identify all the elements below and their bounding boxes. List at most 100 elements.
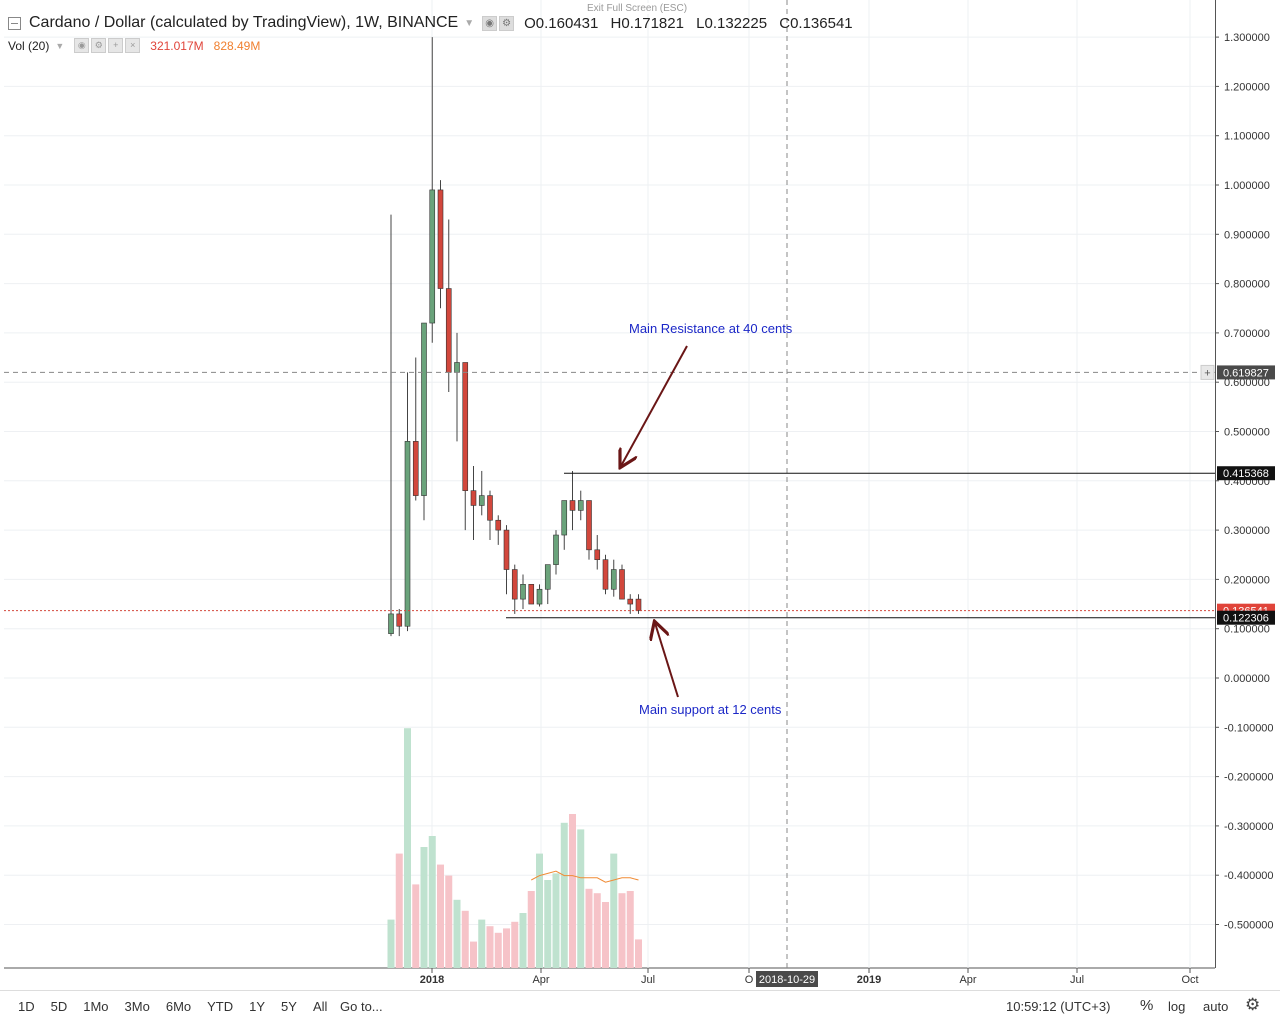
volume-bar xyxy=(478,919,486,968)
time-tick-label: Apr xyxy=(532,974,549,986)
time-tick-label: 2018 xyxy=(420,974,444,986)
volume-bar xyxy=(461,910,469,968)
volume-label[interactable]: Vol (20) xyxy=(8,38,50,53)
price-tick-label: 1.200000 xyxy=(1224,81,1270,93)
volume-bar xyxy=(437,864,444,968)
open-value: 0.160431 xyxy=(535,14,599,32)
clock[interactable]: 10:59:12 (UTC+3) xyxy=(1006,999,1111,1014)
candle-body xyxy=(553,534,559,565)
volume-bar xyxy=(404,728,411,968)
volume-bar xyxy=(536,853,543,968)
volume-ma-value: 828.49M xyxy=(213,38,261,53)
volume-bar xyxy=(412,884,420,968)
volume-bar xyxy=(395,853,403,968)
volume-bar xyxy=(626,891,634,968)
candle-body xyxy=(627,598,634,605)
collapse-icon[interactable] xyxy=(8,16,21,30)
time-axis[interactable]: 2018 Apr Jul O 2019 Apr Jul Oct 2018-10-29 xyxy=(420,968,1199,987)
time-tick-label: 2019 xyxy=(857,974,881,986)
price-tick-label: 0.800000 xyxy=(1224,279,1270,291)
timeframe-5y[interactable]: 5Y xyxy=(281,999,297,1014)
low-value: 0.132225 xyxy=(704,14,768,32)
candle-body xyxy=(520,584,526,600)
chevron-down-icon[interactable]: ▼ xyxy=(464,17,475,29)
price-tick-label: 0.100000 xyxy=(1224,624,1270,636)
candle-body xyxy=(536,588,543,605)
price-tick-label: -0.400000 xyxy=(1224,870,1274,882)
time-tick-label: Apr xyxy=(959,974,976,986)
timeframe-6mo[interactable]: 6Mo xyxy=(165,999,192,1014)
candle-body xyxy=(544,564,551,590)
timeframe-5d[interactable]: 5D xyxy=(50,999,68,1014)
plus-icon[interactable]: + xyxy=(108,38,124,53)
price-tick-label: 0.900000 xyxy=(1224,229,1270,241)
chevron-down-icon[interactable]: ▼ xyxy=(55,40,65,51)
price-tick-label: 0.000000 xyxy=(1224,673,1270,685)
price-tick-label: 0.700000 xyxy=(1224,328,1270,340)
candle-body xyxy=(619,569,625,600)
goto-button[interactable]: Go to... xyxy=(340,999,383,1014)
close-icon[interactable]: × xyxy=(125,38,141,53)
annotation-resistance[interactable]: Main Resistance at 40 cents xyxy=(629,321,793,336)
crosshair-price-label: 0.619827 xyxy=(1223,367,1269,379)
price-tick-label: -0.100000 xyxy=(1224,722,1274,734)
crosshair-date-label: 2018-10-29 xyxy=(759,974,815,986)
price-tick-label: 1.300000 xyxy=(1224,32,1270,44)
candles xyxy=(388,37,642,637)
volume-bar xyxy=(569,814,576,968)
candle-body xyxy=(445,288,452,373)
volume-bar xyxy=(544,880,552,968)
candle-body xyxy=(511,569,518,600)
candle-body xyxy=(610,569,617,590)
timeframe-ytd[interactable]: YTD xyxy=(207,999,234,1014)
volume-bar xyxy=(387,919,395,968)
volume-bar xyxy=(494,932,502,968)
volume-bar xyxy=(511,921,519,968)
candle-body xyxy=(388,613,394,634)
support-price-label: 0.122306 xyxy=(1223,613,1269,625)
volume-bar xyxy=(618,893,626,968)
gear-icon[interactable]: ⚙ xyxy=(499,15,515,31)
candle-body xyxy=(569,500,576,511)
volume-bar xyxy=(610,853,618,968)
exit-fullscreen-hint[interactable]: Exit Full Screen (ESC) xyxy=(584,3,691,14)
timeframe-1mo[interactable]: 1Mo xyxy=(83,999,109,1014)
price-tick-label: 0.200000 xyxy=(1224,574,1270,586)
resistance-price-label: 0.415368 xyxy=(1223,468,1269,480)
percent-scale-button[interactable]: % xyxy=(1140,997,1154,1014)
close-value: 0.136541 xyxy=(790,14,853,32)
volume-bar xyxy=(552,873,560,968)
support-arrow xyxy=(655,623,679,698)
settings-gear-icon[interactable]: ⚙ xyxy=(1245,995,1261,1014)
timeframe-3mo[interactable]: 3Mo xyxy=(124,999,150,1014)
eye-icon[interactable]: ◉ xyxy=(74,38,90,53)
candle-body xyxy=(503,529,510,570)
volume-bar xyxy=(420,847,428,968)
gear-icon[interactable]: ⚙ xyxy=(91,38,107,53)
timeframe-all[interactable]: All xyxy=(312,999,328,1014)
timeframe-1d[interactable]: 1D xyxy=(18,999,35,1014)
chart-canvas[interactable]: 1.300000 1.200000 1.100000 1.000000 0.900000… xyxy=(0,0,1280,990)
volume-bars xyxy=(387,728,642,968)
chart-title[interactable]: Cardano / Dollar (calculated by TradingV… xyxy=(29,14,459,31)
symbol-header: Cardano / Dollar (calculated by TradingV… xyxy=(8,14,861,32)
price-axis[interactable]: 1.300000 1.200000 1.100000 1.000000 0.900000… xyxy=(1200,32,1275,932)
volume-bar xyxy=(503,928,510,968)
eye-icon[interactable]: ◉ xyxy=(482,15,498,31)
candle-body xyxy=(429,189,436,324)
annotation-support[interactable]: Main support at 12 cents xyxy=(639,702,782,717)
bottom-toolbar: 1D 5D 1Mo 3Mo 6Mo YTD 1Y 5Y All Go to... 10:59:1… xyxy=(0,990,1280,1025)
candle-body xyxy=(487,495,493,521)
timeframe-1y[interactable]: 1Y xyxy=(249,999,266,1014)
candle-body xyxy=(396,613,403,627)
volume-bar xyxy=(602,902,609,968)
volume-legend: Vol (20) ▼ ◉ ⚙ + × 321.017M 828.49M xyxy=(8,38,260,53)
volume-bar xyxy=(560,822,568,968)
log-scale-button[interactable]: log xyxy=(1168,999,1186,1014)
price-tick-label: 1.000000 xyxy=(1224,180,1270,192)
candle-body xyxy=(495,519,502,531)
volume-bar xyxy=(428,836,436,968)
price-tick-label: 0.500000 xyxy=(1224,427,1270,439)
auto-scale-button[interactable]: auto xyxy=(1203,999,1229,1014)
volume-bar xyxy=(453,899,461,968)
